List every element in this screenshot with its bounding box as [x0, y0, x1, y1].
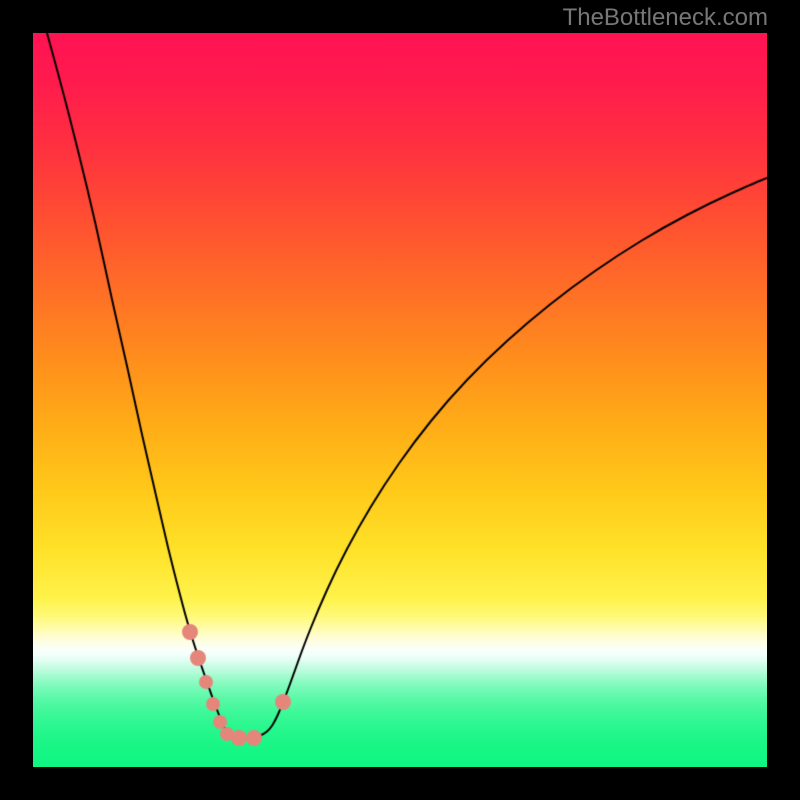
watermark-label: TheBottleneck.com	[563, 4, 768, 32]
plot-curve-canvas	[0, 0, 800, 800]
chart-stage: TheBottleneck.com	[0, 0, 800, 800]
